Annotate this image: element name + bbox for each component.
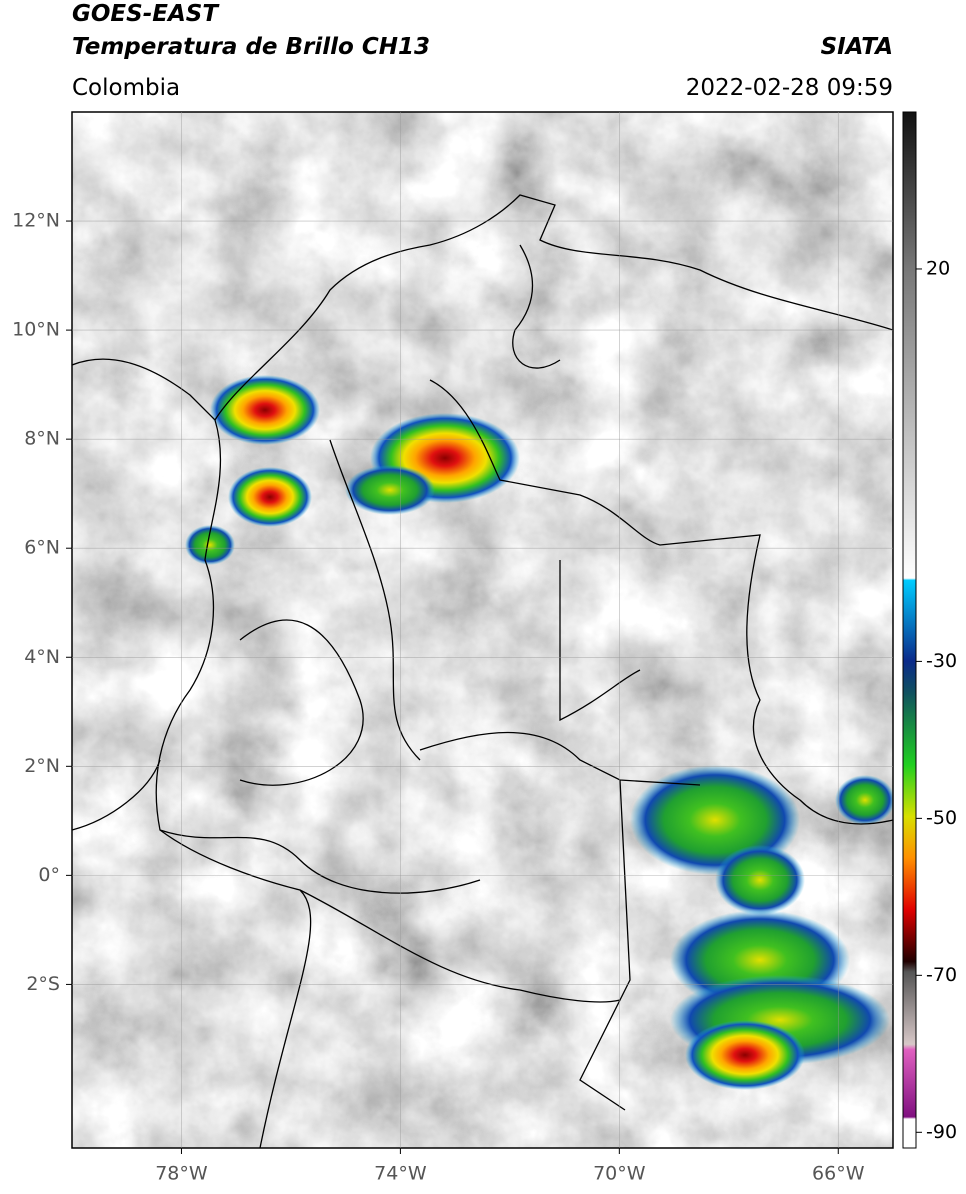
lat-label: 10°N [12,319,60,341]
lon-label: 78°W [155,1163,208,1185]
colorbar-label: -30 [926,650,957,672]
lat-label: 2°N [24,755,60,777]
lat-label: 0° [38,864,60,886]
timestamp: 2022-02-28 09:59 [686,75,893,101]
colorbar-label: -50 [926,807,957,829]
borders [72,194,893,1148]
convective-cells [185,375,893,1090]
graticule [72,112,893,1148]
lon-label: 70°W [593,1163,646,1185]
subtitle: Temperatura de Brillo CH13 [72,34,430,60]
lat-label: 12°N [12,210,60,232]
colorbar-label: -90 [926,1121,957,1143]
colorbar-label: 20 [926,257,950,279]
region: Colombia [72,75,180,101]
lat-label: 2°S [26,973,60,995]
lon-label: 74°W [374,1163,427,1185]
lat-label: 8°N [24,428,60,450]
map-image [72,112,893,1148]
map-frame [71,111,894,1149]
title: GOES-EAST [72,1,220,27]
colorbar [902,111,917,1149]
colorbar-label: -70 [926,964,957,986]
lon-label: 66°W [812,1163,865,1185]
source: SIATA [821,34,893,60]
lat-label: 6°N [24,537,60,559]
lat-label: 4°N [24,646,60,668]
